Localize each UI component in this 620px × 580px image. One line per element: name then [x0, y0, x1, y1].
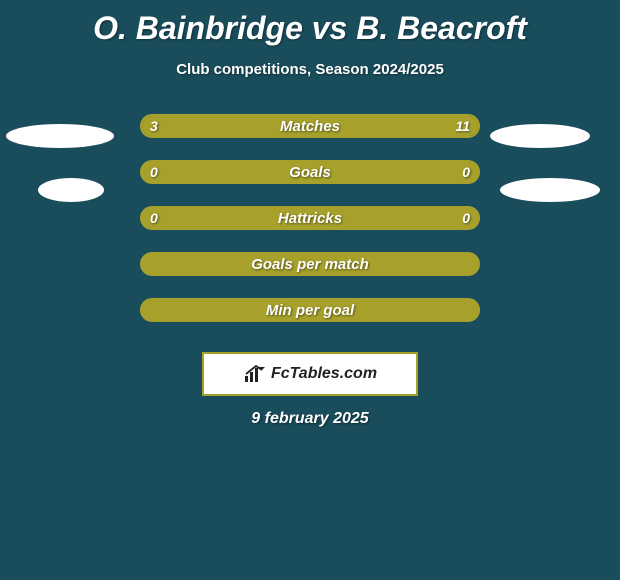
stat-row: Hattricks0 0 — [0, 206, 620, 252]
stat-bar: Hattricks — [140, 206, 480, 230]
decorative-ellipse — [500, 178, 600, 202]
stat-bar: Goals per match — [140, 252, 480, 276]
date-label: 9 february 2025 — [0, 410, 620, 428]
page-subtitle: Club competitions, Season 2024/2025 — [0, 61, 620, 78]
stat-row: Min per goal — [0, 298, 620, 344]
source-badge: FcTables.com — [202, 352, 418, 396]
stat-bar: Matches — [140, 114, 480, 138]
stat-bar-label: Goals per match — [142, 254, 478, 274]
chart-icon — [243, 364, 267, 384]
decorative-ellipse — [38, 178, 104, 202]
stat-row: Goals per match — [0, 252, 620, 298]
stat-bar-label: Hattricks — [142, 208, 478, 228]
stat-bar-fill-right — [213, 116, 478, 136]
stat-bar-label: Min per goal — [142, 300, 478, 320]
stats-rows: Matches311Goals00Hattricks00Goals per ma… — [0, 114, 620, 344]
stat-value-right: 0 — [462, 206, 470, 230]
stat-bar-label: Goals — [142, 162, 478, 182]
stat-value-right: 0 — [462, 160, 470, 184]
page-title: O. Bainbridge vs B. Beacroft — [0, 0, 620, 47]
stat-bar: Min per goal — [140, 298, 480, 322]
decorative-ellipse — [6, 124, 114, 148]
stat-value-left: 0 — [150, 160, 158, 184]
stat-value-left: 3 — [150, 114, 158, 138]
source-badge-text: FcTables.com — [271, 365, 377, 383]
stat-value-right: 11 — [455, 114, 470, 138]
stat-value-left: 0 — [150, 206, 158, 230]
decorative-ellipse — [490, 124, 590, 148]
stat-bar: Goals — [140, 160, 480, 184]
